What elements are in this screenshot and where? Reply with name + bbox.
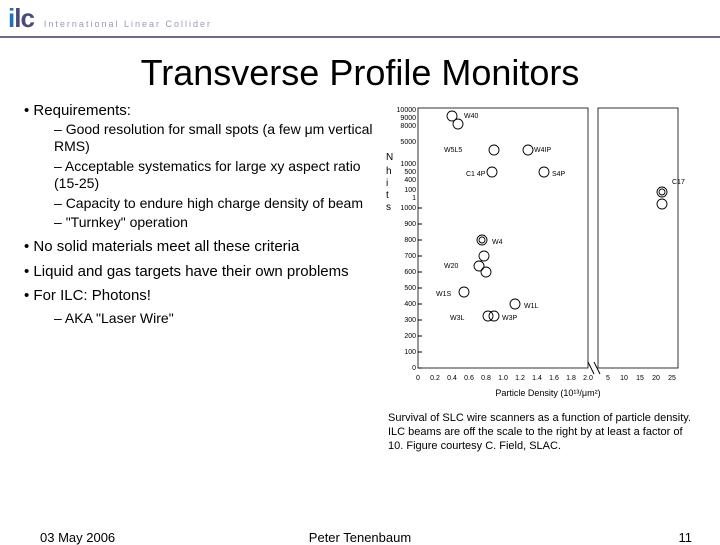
- svg-text:1000: 1000: [400, 205, 416, 212]
- svg-text:W40: W40: [464, 113, 479, 120]
- svg-text:s: s: [386, 202, 391, 213]
- sub-bullet: "Turnkey" operation: [54, 214, 384, 232]
- svg-text:W1S: W1S: [436, 291, 452, 298]
- bullet: For ILC: Photons!: [33, 287, 151, 304]
- svg-text:W5L5: W5L5: [444, 147, 462, 154]
- chart-caption: Survival of SLC wire scanners as a funct…: [388, 412, 694, 453]
- svg-text:5: 5: [606, 375, 610, 382]
- svg-text:900: 900: [404, 221, 416, 228]
- svg-text:0.6: 0.6: [464, 375, 474, 382]
- logo-subtitle: International Linear Collider: [44, 19, 212, 29]
- svg-text:0.8: 0.8: [481, 375, 491, 382]
- sub-bullet: Good resolution for small spots (a few μ…: [54, 121, 384, 156]
- survival-chart: 10000 9000 8000 5000 1000 500 400 100 1 …: [376, 100, 696, 400]
- svg-text:C1 4P: C1 4P: [466, 171, 486, 178]
- page-title: Transverse Profile Monitors: [0, 52, 720, 94]
- svg-text:400: 400: [404, 177, 416, 184]
- svg-text:25: 25: [668, 375, 676, 382]
- svg-text:h: h: [386, 166, 392, 177]
- svg-text:i: i: [386, 178, 388, 189]
- svg-text:800: 800: [404, 237, 416, 244]
- svg-text:9000: 9000: [400, 115, 416, 122]
- svg-text:1.0: 1.0: [498, 375, 508, 382]
- svg-text:W4IP: W4IP: [534, 147, 551, 154]
- svg-text:Particle Density (10¹³/μm²): Particle Density (10¹³/μm²): [495, 388, 600, 398]
- svg-text:10: 10: [620, 375, 628, 382]
- svg-text:100: 100: [404, 349, 416, 356]
- svg-text:15: 15: [636, 375, 644, 382]
- svg-text:10000: 10000: [397, 107, 417, 114]
- sub-bullet: AKA "Laser Wire": [54, 310, 384, 328]
- svg-text:0: 0: [416, 375, 420, 382]
- svg-text:W3L: W3L: [450, 315, 465, 322]
- footer-author: Peter Tenenbaum: [0, 530, 720, 545]
- svg-text:S4P: S4P: [552, 171, 566, 178]
- svg-text:1.6: 1.6: [549, 375, 559, 382]
- sub-bullet: Acceptable systematics for large xy aspe…: [54, 158, 384, 193]
- bullet-requirements: Requirements:: [33, 102, 131, 119]
- svg-text:2.0: 2.0: [583, 375, 593, 382]
- svg-text:1.4: 1.4: [532, 375, 542, 382]
- bullet: No solid materials meet all these criter…: [24, 238, 384, 257]
- svg-text:N: N: [386, 152, 393, 163]
- svg-text:t: t: [386, 190, 389, 201]
- svg-text:0.2: 0.2: [430, 375, 440, 382]
- svg-text:1000: 1000: [400, 161, 416, 168]
- svg-text:0: 0: [412, 365, 416, 372]
- sub-bullet: Capacity to endure high charge density o…: [54, 195, 384, 213]
- svg-text:0.4: 0.4: [447, 375, 457, 382]
- svg-text:1.2: 1.2: [515, 375, 525, 382]
- svg-text:W3P: W3P: [502, 315, 518, 322]
- svg-text:20: 20: [652, 375, 660, 382]
- svg-text:1: 1: [412, 195, 416, 202]
- svg-text:1.8: 1.8: [566, 375, 576, 382]
- bullet-content: Requirements: Good resolution for small …: [24, 102, 384, 328]
- svg-text:500: 500: [404, 285, 416, 292]
- header-bar: ilc International Linear Collider: [0, 0, 720, 38]
- footer-page: 11: [679, 530, 693, 545]
- svg-text:W1L: W1L: [524, 303, 539, 310]
- svg-text:8000: 8000: [400, 123, 416, 130]
- svg-text:100: 100: [404, 187, 416, 194]
- svg-text:600: 600: [404, 269, 416, 276]
- svg-text:400: 400: [404, 301, 416, 308]
- svg-text:W20: W20: [444, 263, 459, 270]
- svg-text:W4: W4: [492, 239, 503, 246]
- svg-text:500: 500: [404, 169, 416, 176]
- logo: ilc International Linear Collider: [8, 3, 212, 34]
- svg-text:700: 700: [404, 253, 416, 260]
- bullet: Liquid and gas targets have their own pr…: [24, 263, 384, 282]
- svg-text:300: 300: [404, 317, 416, 324]
- svg-text:5000: 5000: [400, 139, 416, 146]
- svg-text:200: 200: [404, 333, 416, 340]
- svg-text:C17: C17: [672, 179, 685, 186]
